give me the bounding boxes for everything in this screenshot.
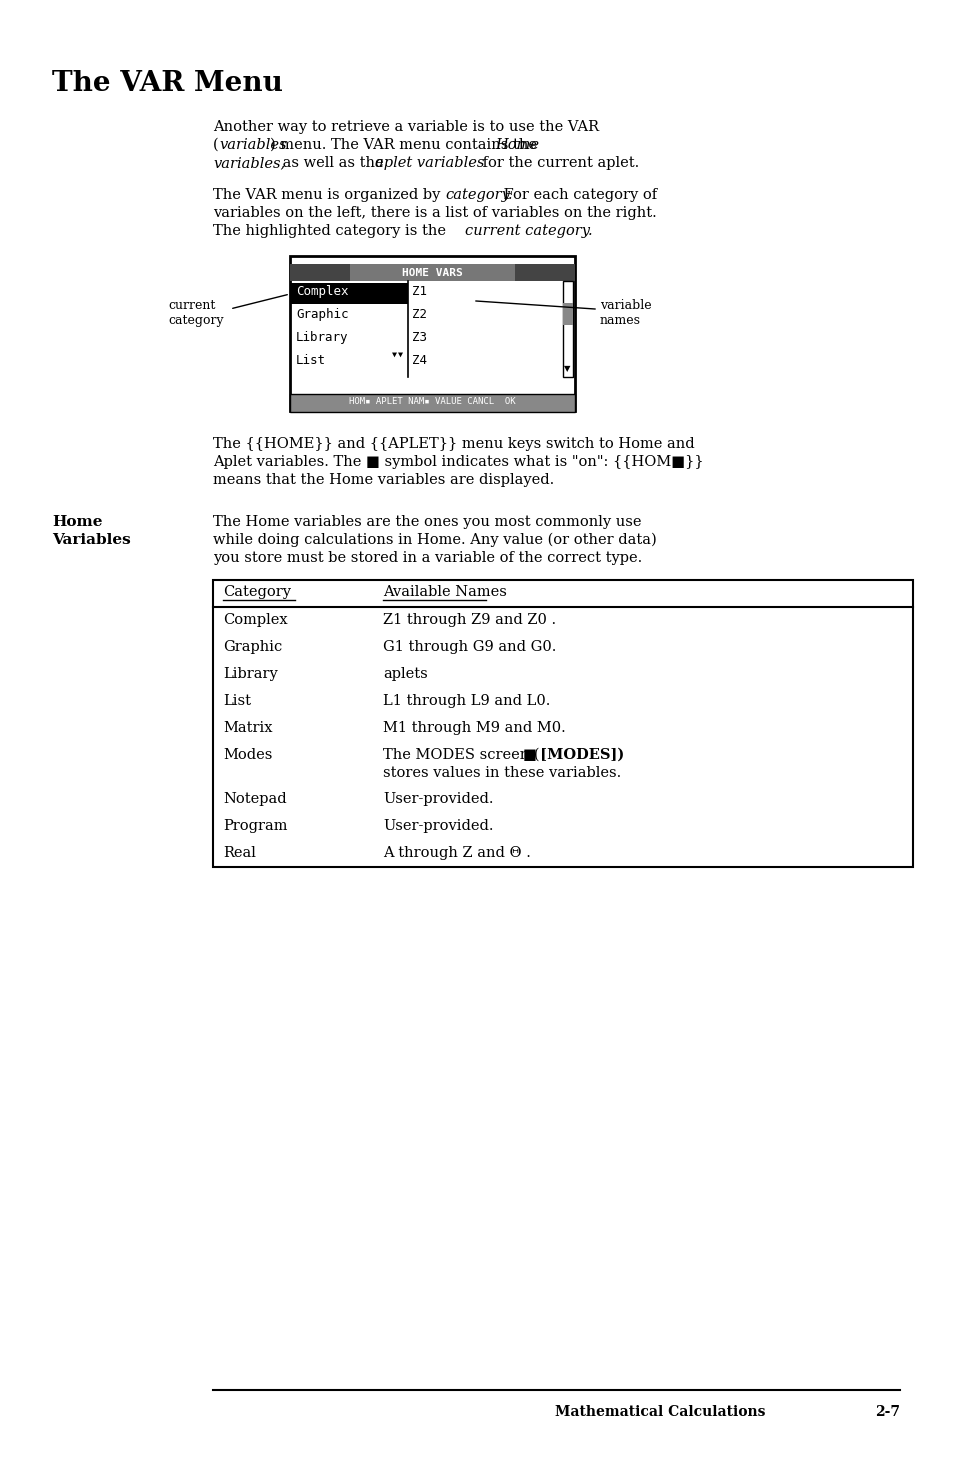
Text: variables on the left, there is a list of variables on the right.: variables on the left, there is a list o… <box>213 206 656 220</box>
Bar <box>290 264 350 281</box>
Text: The MODES screen (: The MODES screen ( <box>382 748 539 761</box>
Text: The Home variables are the ones you most commonly use: The Home variables are the ones you most… <box>213 515 640 529</box>
Text: [MODES]): [MODES]) <box>535 748 623 761</box>
Bar <box>213 580 912 867</box>
Text: ▼: ▼ <box>392 350 396 359</box>
Text: Modes: Modes <box>223 748 273 761</box>
Text: Notepad: Notepad <box>223 792 286 807</box>
Text: for the current aplet.: for the current aplet. <box>477 157 639 170</box>
Bar <box>562 281 573 378</box>
Text: Home: Home <box>52 515 102 529</box>
Text: Complex: Complex <box>223 613 287 627</box>
Text: variable
names: variable names <box>599 299 651 326</box>
Bar <box>290 264 575 281</box>
Text: stores values in these variables.: stores values in these variables. <box>382 766 620 780</box>
Text: The highlighted category is the: The highlighted category is the <box>213 224 450 239</box>
Text: Category: Category <box>223 586 291 599</box>
Text: A through Z and Θ .: A through Z and Θ . <box>382 846 530 859</box>
Text: For each category of: For each category of <box>498 187 657 202</box>
Text: Home: Home <box>495 138 538 152</box>
Text: Complex: Complex <box>295 285 348 299</box>
Text: Graphic: Graphic <box>223 640 282 654</box>
Text: G1 through G9 and G0.: G1 through G9 and G0. <box>382 640 556 654</box>
Text: User-provided.: User-provided. <box>382 792 493 807</box>
Text: category.: category. <box>444 187 512 202</box>
Text: Z1 through Z9 and Z0 .: Z1 through Z9 and Z0 . <box>382 613 556 627</box>
Text: Z2: Z2 <box>412 307 427 321</box>
Text: The {{HOME}} and {{APLET}} menu keys switch to Home and: The {{HOME}} and {{APLET}} menu keys swi… <box>213 436 694 451</box>
Text: The VAR menu is organized by: The VAR menu is organized by <box>213 187 444 202</box>
Bar <box>290 283 408 305</box>
Text: aplets: aplets <box>382 668 427 681</box>
Text: current category.: current category. <box>464 224 592 239</box>
Text: ▼: ▼ <box>397 350 402 359</box>
Text: Variables: Variables <box>52 533 131 548</box>
Text: variables: variables <box>219 138 286 152</box>
Text: List: List <box>295 354 326 367</box>
Text: current
category: current category <box>168 299 223 326</box>
Text: Another way to retrieve a variable is to use the VAR: Another way to retrieve a variable is to… <box>213 120 598 135</box>
Bar <box>290 256 575 411</box>
Text: (: ( <box>213 138 218 152</box>
Text: variables,: variables, <box>213 157 285 170</box>
Text: you store must be stored in a variable of the correct type.: you store must be stored in a variable o… <box>213 550 641 565</box>
Text: Z4: Z4 <box>412 354 427 367</box>
Text: Library: Library <box>223 668 277 681</box>
Bar <box>562 303 573 325</box>
Text: M1 through M9 and M0.: M1 through M9 and M0. <box>382 720 565 735</box>
Text: as well as the: as well as the <box>277 157 388 170</box>
Text: aplet variables: aplet variables <box>375 157 484 170</box>
Text: 2-7: 2-7 <box>874 1405 899 1419</box>
Text: Z3: Z3 <box>412 331 427 344</box>
Text: Aplet variables. The ■ symbol indicates what is "on": {{HOM■}}: Aplet variables. The ■ symbol indicates … <box>213 455 703 468</box>
Text: Program: Program <box>223 818 287 833</box>
Text: Mathematical Calculations: Mathematical Calculations <box>555 1405 764 1419</box>
Bar <box>290 394 575 411</box>
Text: User-provided.: User-provided. <box>382 818 493 833</box>
Text: L1 through L9 and L0.: L1 through L9 and L0. <box>382 694 550 709</box>
Text: The VAR Menu: The VAR Menu <box>52 70 283 97</box>
Text: ) menu. The VAR menu contains the: ) menu. The VAR menu contains the <box>270 138 541 152</box>
Text: Z1: Z1 <box>412 285 427 299</box>
Text: List: List <box>223 694 251 709</box>
Text: HOM▪ APLET NAM▪ VALUE CANCL  OK: HOM▪ APLET NAM▪ VALUE CANCL OK <box>349 397 516 406</box>
Text: Matrix: Matrix <box>223 720 273 735</box>
Text: Graphic: Graphic <box>295 307 348 321</box>
Text: means that the Home variables are displayed.: means that the Home variables are displa… <box>213 473 554 488</box>
Text: Real: Real <box>223 846 255 859</box>
Text: HOME VARS: HOME VARS <box>402 268 462 278</box>
Text: ■: ■ <box>522 748 537 761</box>
Text: ▼: ▼ <box>563 365 570 373</box>
Text: Available Names: Available Names <box>382 586 506 599</box>
Bar <box>515 264 575 281</box>
Text: while doing calculations in Home. Any value (or other data): while doing calculations in Home. Any va… <box>213 533 656 548</box>
Text: Library: Library <box>295 331 348 344</box>
